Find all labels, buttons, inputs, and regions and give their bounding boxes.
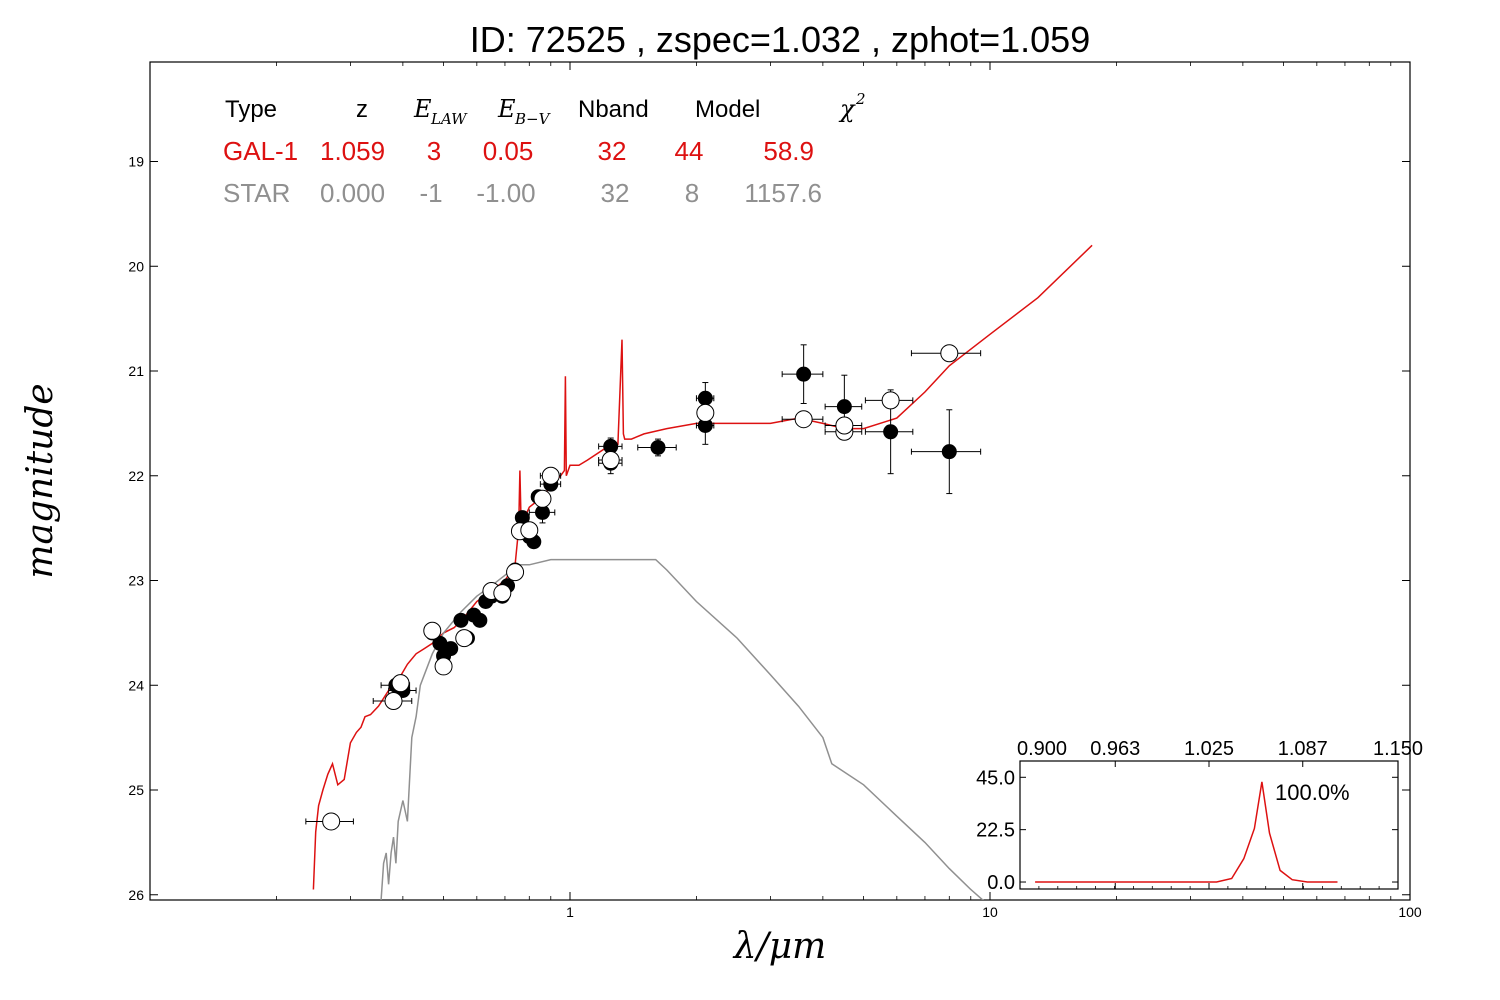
model-band-point xyxy=(940,344,959,363)
x-tick-label: 100 xyxy=(1398,904,1422,920)
model-band-point xyxy=(835,416,854,435)
observed-point xyxy=(472,612,488,628)
inset-series xyxy=(1035,781,1338,883)
model-band-point xyxy=(391,674,410,693)
x-tick-label: 1 xyxy=(566,904,574,920)
table-row-gal: GAL-1 1.059 3 0.05 32 44 58.9 xyxy=(223,136,814,166)
gal-nband: 32 xyxy=(598,136,627,166)
table-row-star: STAR 0.000 -1 -1.00 32 8 1157.6 xyxy=(223,178,822,208)
inset-y-tick-label: 22.5 xyxy=(976,820,1015,842)
y-tick-label: 21 xyxy=(128,363,144,379)
star-type: STAR xyxy=(223,178,290,208)
gal-model: 44 xyxy=(675,136,704,166)
observed-point xyxy=(883,424,899,440)
inset-x-tick-label: 1.087 xyxy=(1278,738,1328,760)
star-z: 0.000 xyxy=(320,178,385,208)
header-elaw-main: E xyxy=(413,95,432,123)
header-z: z xyxy=(356,96,368,123)
model-band-point xyxy=(520,521,539,540)
y-axis-label: magnitude xyxy=(20,383,61,578)
inset-x-tick-label: 0.900 xyxy=(1017,738,1067,760)
gal-type: GAL-1 xyxy=(223,136,298,166)
observed-point xyxy=(941,444,957,460)
model-band-point xyxy=(423,621,442,640)
y-tick-label: 26 xyxy=(128,887,144,903)
pdf-inset: 0.900 0.963 1.025 1.087 1.150 45.0 22.5 0.0 100… xyxy=(976,738,1423,894)
model-band-point xyxy=(601,451,620,470)
observed-point xyxy=(443,641,459,657)
x-axis-label: λ/μm xyxy=(732,926,826,967)
inset-x-tick-label: 0.963 xyxy=(1090,738,1140,760)
model-band-point xyxy=(434,657,453,676)
inset-background xyxy=(1019,760,1399,890)
star-ebv: -1.00 xyxy=(476,178,535,208)
star-model: 8 xyxy=(685,178,699,208)
gal-chi2: 58.9 xyxy=(763,136,814,166)
y-tick-label: 22 xyxy=(128,468,144,484)
inset-y-tick-label: 0.0 xyxy=(987,872,1015,894)
header-ebv: E B−V xyxy=(497,95,552,128)
gal-elaw: 3 xyxy=(427,136,441,166)
star-chi2: 1157.6 xyxy=(744,178,822,208)
y-tick-label: 23 xyxy=(128,573,144,589)
star-elaw: -1 xyxy=(419,178,442,208)
header-elaw: E LAW xyxy=(413,95,468,128)
header-chi2-main: χ xyxy=(838,95,856,123)
model-band-point xyxy=(506,563,525,582)
pdf-line xyxy=(1035,781,1338,883)
fit-results-table: Type z E LAW E B−V Nband Model χ 2 GAL-1… xyxy=(223,90,866,208)
gal-z: 1.059 xyxy=(320,136,385,166)
inset-y-tick-label: 45.0 xyxy=(976,767,1015,789)
star-nband: 32 xyxy=(601,178,630,208)
inset-x-tick-label: 1.025 xyxy=(1184,738,1234,760)
header-type: Type xyxy=(225,96,277,123)
y-tick-label: 25 xyxy=(128,782,144,798)
header-ebv-sub: B−V xyxy=(514,110,552,128)
inset-x-tick-label: 1.150 xyxy=(1373,738,1423,760)
main-series-clipped xyxy=(305,244,1093,900)
model-band-point xyxy=(455,629,474,648)
header-model: Model xyxy=(695,96,760,123)
model-band-point xyxy=(696,403,715,422)
y-tick-label: 24 xyxy=(128,677,144,693)
observed-point xyxy=(697,390,713,406)
figure-title: ID: 72525 , zspec=1.032 , zphot=1.059 xyxy=(470,19,1090,60)
series-model_bands xyxy=(305,344,982,831)
model-band-point xyxy=(322,812,341,831)
header-elaw-sub: LAW xyxy=(430,110,468,128)
header-ebv-main: E xyxy=(497,95,516,123)
header-chi2: χ 2 xyxy=(838,90,866,123)
model-band-point xyxy=(533,489,552,508)
model-band-point xyxy=(794,410,813,429)
y-tick-label: 20 xyxy=(128,258,144,274)
observed-point xyxy=(836,399,852,415)
series-line-gal-1 xyxy=(312,244,1093,890)
header-nband: Nband xyxy=(578,96,649,123)
y-tick-label: 19 xyxy=(128,154,144,170)
observed-point xyxy=(453,612,469,628)
main-plot-series xyxy=(305,244,1093,900)
x-tick-label: 10 xyxy=(982,904,998,920)
main-plot-frame xyxy=(149,61,1411,901)
inset-axis-ticks: 0.900 0.963 1.025 1.087 1.150 45.0 22.5 0.0 xyxy=(976,738,1423,894)
observed-point xyxy=(650,439,666,455)
pdf-probability-label: 100.0% xyxy=(1275,780,1350,805)
gal-ebv: 0.05 xyxy=(483,136,534,166)
model-band-point xyxy=(493,584,512,603)
model-band-point xyxy=(541,466,560,485)
model-band-point xyxy=(881,391,900,410)
model-band-point xyxy=(384,691,403,710)
observed-point xyxy=(796,366,812,382)
header-chi2-sup: 2 xyxy=(855,90,866,108)
